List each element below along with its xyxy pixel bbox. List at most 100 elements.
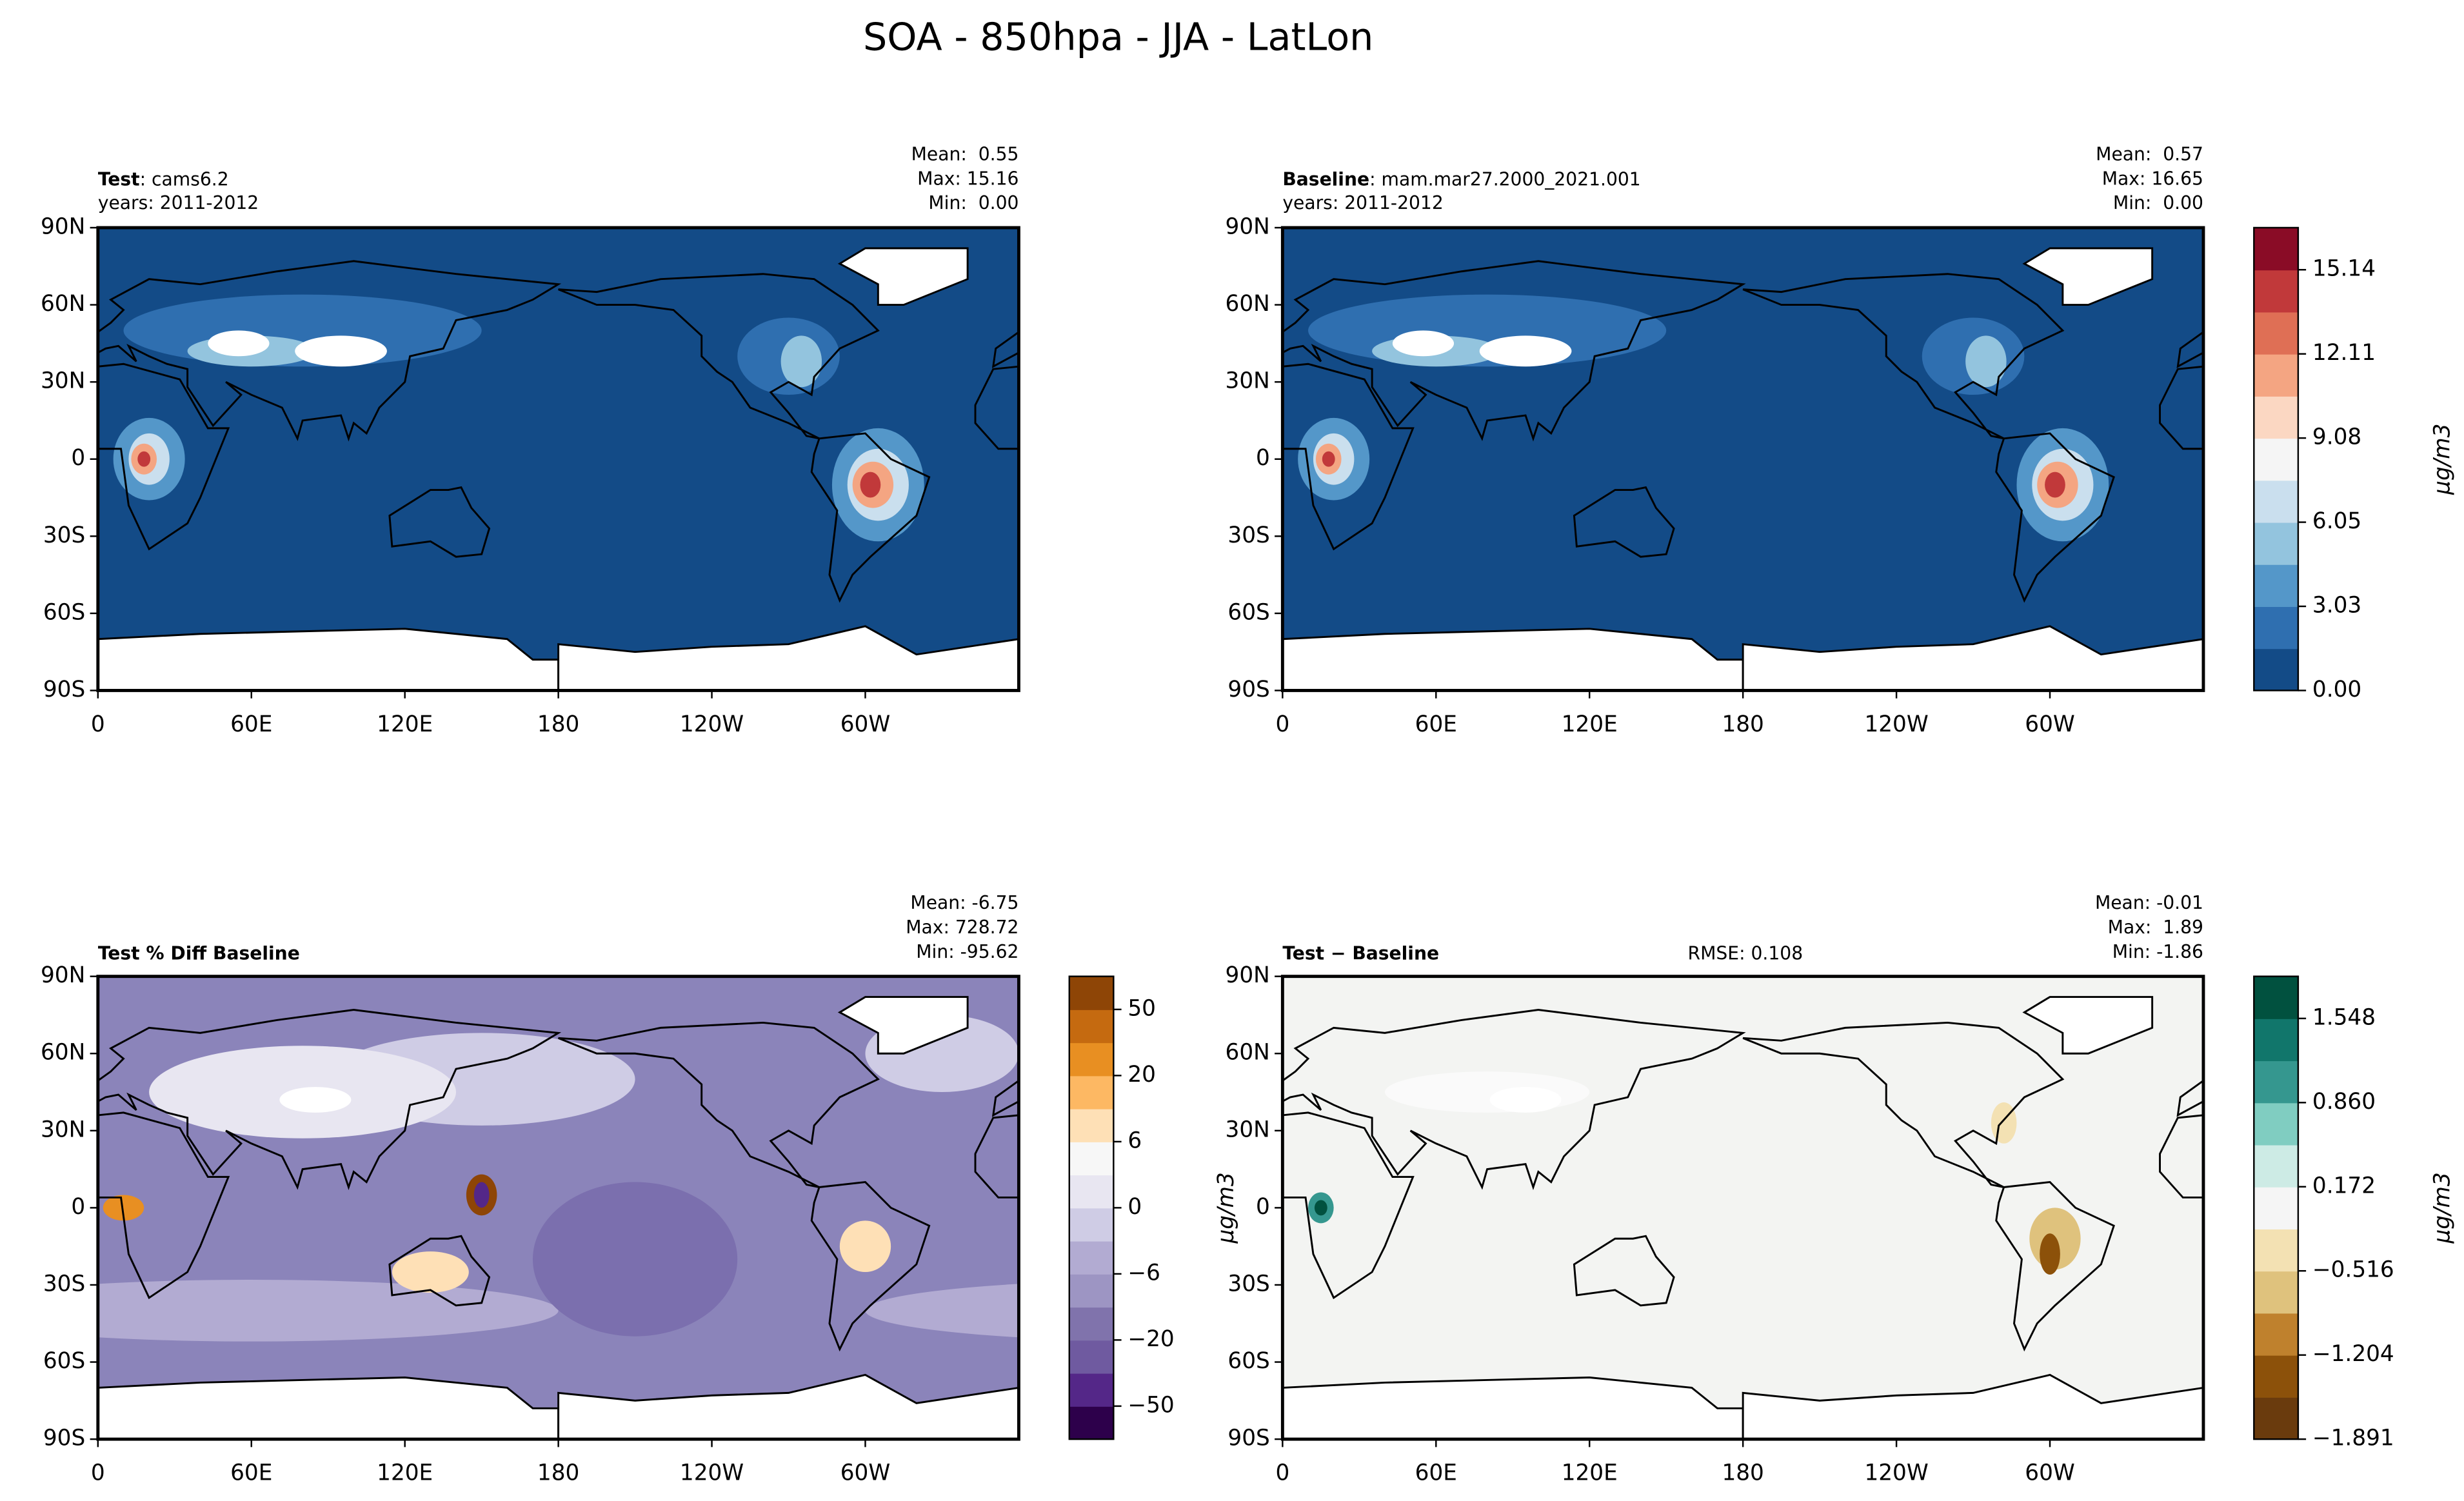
colorbar-band xyxy=(1069,1175,1114,1209)
colorbar-band xyxy=(1069,1075,1114,1109)
colorbar-band xyxy=(2254,480,2298,523)
lat-tick-label: 30S xyxy=(1227,522,1269,548)
lat-tick-label: 90S xyxy=(43,677,85,702)
coastline xyxy=(1573,1235,1675,1307)
lon-tick-label: 60E xyxy=(230,711,272,737)
lon-tick-label: 120E xyxy=(1562,711,1618,737)
panel-stat: Min: -1.86 xyxy=(2112,941,2203,962)
colorbar-label: μg/m3 xyxy=(1213,1172,1239,1244)
field-blob xyxy=(1096,428,1188,541)
coastline xyxy=(837,996,969,1055)
panel-stat: Min: -95.62 xyxy=(916,941,1018,962)
panel-years: years: 2011-2012 xyxy=(98,192,259,214)
lon-tick-label: 120E xyxy=(377,711,433,737)
coastline xyxy=(2159,1114,2203,1198)
coastline xyxy=(97,1377,560,1440)
figure-title: SOA - 850hpa - JJA - LatLon xyxy=(863,15,1373,59)
coastline xyxy=(2159,365,2203,450)
colorbar-band xyxy=(2254,395,2298,439)
lon-tick-label: 120E xyxy=(377,1460,433,1486)
field-blob xyxy=(2229,1192,2255,1223)
colorbar-tick-label: −20 xyxy=(1128,1326,1174,1352)
coastline xyxy=(97,628,560,691)
field-blob xyxy=(860,472,881,498)
lat-tick-label: 0 xyxy=(71,1194,85,1220)
map xyxy=(1096,227,2464,691)
colorbar-band xyxy=(1069,1340,1114,1374)
colorbar-band xyxy=(1069,1240,1114,1275)
coastline xyxy=(1742,1373,2203,1440)
colorbar-band xyxy=(2254,1060,2298,1104)
lat-tick-label: 60N xyxy=(1226,291,1270,317)
colorbar-band xyxy=(2254,1313,2298,1356)
panel-title-bold: Baseline xyxy=(1282,169,1369,190)
colorbar-tick-label: −1.891 xyxy=(2312,1426,2394,1451)
lon-tick-label: 60W xyxy=(2025,1460,2074,1486)
panel-stat: Min: 0.00 xyxy=(928,192,1018,214)
lon-tick-label: 120W xyxy=(1864,1460,1928,1486)
coastline xyxy=(1282,363,1415,551)
colorbar-tick-label: 15.14 xyxy=(2312,256,2376,282)
field-blob xyxy=(1384,1071,1590,1113)
colorbar-band xyxy=(2254,438,2298,481)
panel-title: Baseline: mam.mar27.2000_2021.001 xyxy=(1282,169,1640,190)
colorbar-band xyxy=(1069,1307,1114,1341)
lon-tick-label: 60W xyxy=(840,1460,890,1486)
field-blob xyxy=(473,1182,490,1208)
coastline xyxy=(388,1235,491,1307)
lon-tick-label: 120W xyxy=(1864,711,1928,737)
lon-tick-label: 60W xyxy=(2025,711,2074,737)
coastline xyxy=(810,1181,931,1352)
colorbar-tick-label: 0.00 xyxy=(2312,677,2361,702)
field-blob xyxy=(0,428,3,541)
field-blob xyxy=(2400,335,2464,366)
coastline xyxy=(558,1021,880,1188)
colorbar-band xyxy=(2254,522,2298,565)
map xyxy=(97,976,1019,1440)
panel-stat: Mean: 0.57 xyxy=(2096,143,2203,164)
colorbar-tick-label: 50 xyxy=(1128,995,1156,1021)
panel-title-bold: Test − Baseline xyxy=(1282,942,1439,964)
lon-tick-label: 60E xyxy=(230,1460,272,1486)
field-blob xyxy=(1965,335,2007,388)
lat-tick-label: 60N xyxy=(41,291,85,317)
colorbar-band xyxy=(2254,270,2298,313)
colorbar-tick-label: 0 xyxy=(1128,1194,1142,1220)
map-background xyxy=(1282,976,2203,1440)
field-blob xyxy=(1479,335,1572,367)
field-blob xyxy=(1322,451,1335,467)
lon-tick-label: 180 xyxy=(1722,1460,1764,1486)
coastline xyxy=(388,486,491,558)
field-blob xyxy=(865,1284,1019,1338)
colorbar-label: μg/m3 xyxy=(2430,424,2456,495)
colorbar-band xyxy=(2254,976,2298,1019)
colorbar-band xyxy=(2254,648,2298,691)
colorbar-band xyxy=(2254,1018,2298,1062)
coastline xyxy=(558,273,880,440)
coastline xyxy=(97,260,562,442)
colorbar-band xyxy=(2254,1355,2298,1398)
lat-tick-label: 90N xyxy=(1226,962,1270,988)
colorbar-band xyxy=(1069,1042,1114,1077)
colorbar-band xyxy=(2254,1229,2298,1272)
field-blob xyxy=(103,1195,144,1221)
lat-tick-label: 0 xyxy=(1256,1194,1270,1220)
colorbar-tick-label: 9.08 xyxy=(2312,424,2361,450)
colorbar-band xyxy=(2254,1397,2298,1440)
colorbar-tick-label: 0.172 xyxy=(2312,1173,2376,1198)
coastline xyxy=(1282,1009,1746,1191)
lat-tick-label: 90N xyxy=(41,962,85,988)
coastline xyxy=(1995,1181,2115,1352)
colorbar-band xyxy=(2254,353,2298,397)
coastline xyxy=(1995,432,2115,603)
lon-tick-label: 60E xyxy=(1415,1460,1457,1486)
colorbar-band xyxy=(1069,1273,1114,1308)
lat-tick-label: 60N xyxy=(1226,1040,1270,1066)
lat-tick-label: 0 xyxy=(71,445,85,471)
coastline xyxy=(97,1009,562,1191)
colorbar-band xyxy=(2254,1271,2298,1314)
panel-title-rest: : mam.mar27.2000_2021.001 xyxy=(1369,169,1641,190)
coastline xyxy=(1282,260,1746,442)
field-blob xyxy=(1489,1087,1562,1113)
